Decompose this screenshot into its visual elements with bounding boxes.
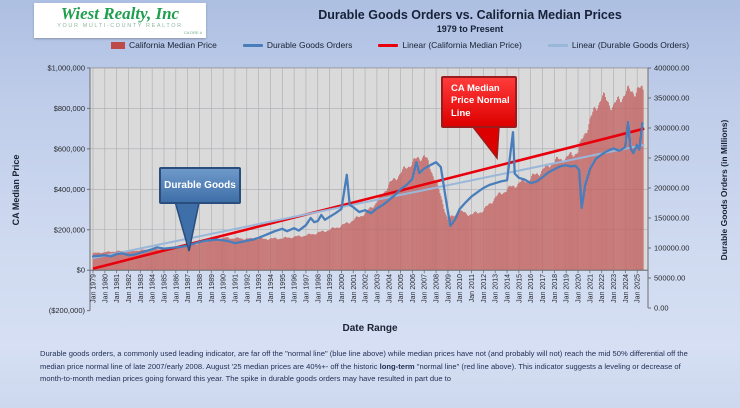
svg-text:Jan 2008: Jan 2008: [434, 274, 441, 303]
svg-text:Jan 1989: Jan 1989: [209, 274, 216, 303]
svg-text:Jan 1991: Jan 1991: [233, 274, 240, 303]
svg-text:Jan 2024: Jan 2024: [623, 274, 630, 303]
svg-text:Jan 2012: Jan 2012: [481, 274, 488, 303]
svg-text:Jan 1979: Jan 1979: [91, 274, 98, 303]
svg-text:Jan 1988: Jan 1988: [197, 274, 204, 303]
svg-text:Jan 2004: Jan 2004: [386, 274, 393, 303]
svg-text:300000.00: 300000.00: [654, 124, 689, 133]
footer-text-1: Durable goods orders, a commonly used le…: [40, 349, 688, 371]
svg-text:Jan 1994: Jan 1994: [268, 274, 275, 303]
svg-text:Jan 2014: Jan 2014: [505, 274, 512, 303]
svg-text:Jan 2025: Jan 2025: [635, 274, 642, 303]
svg-text:Jan 2021: Jan 2021: [587, 274, 594, 303]
svg-text:Jan 2023: Jan 2023: [611, 274, 618, 303]
svg-text:Jan 1995: Jan 1995: [280, 274, 287, 303]
svg-text:Jan 1986: Jan 1986: [173, 274, 180, 303]
callout-ca-median-normal-line: CA Median Price Normal Line: [441, 76, 517, 128]
svg-text:100000.00: 100000.00: [654, 244, 689, 253]
svg-text:Jan 1998: Jan 1998: [315, 274, 322, 303]
legend-item-linear-ca: Linear (California Median Price): [378, 40, 522, 50]
legend-label: Linear (California Median Price): [402, 40, 522, 50]
legend-item-durable-goods: Durable Goods Orders: [242, 40, 353, 50]
svg-text:$0: $0: [77, 266, 85, 275]
svg-text:400000.00: 400000.00: [654, 64, 689, 73]
svg-text:Jan 1990: Jan 1990: [221, 274, 228, 303]
svg-text:Jan 1992: Jan 1992: [244, 274, 251, 303]
svg-text:$200,000: $200,000: [54, 225, 85, 234]
red-bar-swatch-icon: [110, 41, 125, 49]
legend-label: California Median Price: [128, 40, 217, 50]
svg-text:Jan 2005: Jan 2005: [398, 274, 405, 303]
svg-text:($200,000): ($200,000): [49, 306, 86, 315]
legend-item-ca-median-price: California Median Price: [110, 40, 217, 50]
legend-item-linear-durable: Linear (Durable Goods Orders): [547, 40, 690, 50]
svg-text:Jan 1996: Jan 1996: [292, 274, 299, 303]
svg-text:Jan 1980: Jan 1980: [102, 274, 109, 303]
svg-text:Jan 2001: Jan 2001: [351, 274, 358, 303]
svg-text:$1,000,000: $1,000,000: [47, 63, 85, 72]
svg-text:Jan 1993: Jan 1993: [256, 274, 263, 303]
blue-line-swatch-icon: [242, 43, 263, 47]
svg-text:Jan 2000: Jan 2000: [339, 274, 346, 303]
company-name: Wiest Realty, Inc: [60, 4, 180, 23]
svg-text:Jan 2007: Jan 2007: [422, 274, 429, 303]
legend-label: Durable Goods Orders: [266, 40, 353, 50]
svg-text:Jan 2016: Jan 2016: [528, 274, 535, 303]
svg-text:0.00: 0.00: [654, 304, 669, 313]
chart-legend: California Median Price Durable Goods Or…: [70, 40, 730, 50]
red-line-swatch-icon: [378, 43, 399, 47]
footer-commentary: Durable goods orders, a commonly used le…: [40, 348, 704, 386]
company-logo: Wiest Realty, Inc YOUR MULTI-COUNTY REAL…: [34, 3, 206, 38]
svg-text:350000.00: 350000.00: [654, 94, 689, 103]
lightblue-line-swatch-icon: [547, 43, 568, 47]
footer-text-bold: long-term: [379, 361, 415, 371]
company-license: CA DRE #: [183, 30, 202, 35]
chart-title: Durable Goods Orders vs. California Medi…: [318, 8, 622, 22]
svg-text:Jan 2011: Jan 2011: [469, 274, 476, 302]
svg-text:Jan 2003: Jan 2003: [374, 274, 381, 303]
svg-text:Jan 2015: Jan 2015: [516, 274, 523, 303]
svg-text:Jan 2017: Jan 2017: [540, 274, 547, 303]
svg-text:$400,000: $400,000: [54, 185, 85, 194]
svg-text:Jan 2013: Jan 2013: [493, 274, 500, 303]
svg-text:Jan 2009: Jan 2009: [445, 274, 452, 303]
chart-plot-area: $1,000,000 $800,000 $600,000 $400,000 $200,0…: [47, 63, 689, 315]
company-tagline: YOUR MULTI-COUNTY REALTOR: [57, 23, 183, 29]
svg-text:Jan 2018: Jan 2018: [552, 274, 559, 303]
svg-text:150000.00: 150000.00: [654, 214, 689, 223]
svg-text:Jan 1985: Jan 1985: [162, 274, 169, 303]
x-axis-title: Date Range: [342, 323, 398, 334]
svg-text:Jan 2020: Jan 2020: [576, 274, 583, 303]
svg-text:Jan 1997: Jan 1997: [303, 274, 310, 303]
chart-subtitle: 1979 to Present: [436, 24, 504, 34]
svg-text:Jan 2019: Jan 2019: [564, 274, 571, 303]
svg-text:Jan 1984: Jan 1984: [150, 274, 157, 303]
svg-text:50000.00: 50000.00: [654, 274, 685, 283]
svg-text:Jan 1987: Jan 1987: [185, 274, 192, 303]
right-axis-title: Durable Goods Orders (in Millions): [719, 119, 729, 261]
svg-text:Jan 2010: Jan 2010: [457, 274, 464, 303]
svg-text:Jan 1982: Jan 1982: [126, 274, 133, 303]
svg-text:250000.00: 250000.00: [654, 154, 689, 163]
footer-text-2: "normal line" (red line above). This ind…: [40, 361, 681, 384]
legend-label: Linear (Durable Goods Orders): [571, 40, 690, 50]
svg-text:200000.00: 200000.00: [654, 184, 689, 193]
callout-durable-goods: Durable Goods: [159, 167, 241, 204]
left-axis-title: CA Median Price: [11, 154, 21, 226]
svg-text:Jan 2022: Jan 2022: [599, 274, 606, 303]
svg-text:Jan 1983: Jan 1983: [138, 274, 145, 303]
svg-text:$800,000: $800,000: [54, 104, 85, 113]
svg-text:$600,000: $600,000: [54, 144, 85, 153]
chart-title-block: Durable Goods Orders vs. California Medi…: [240, 8, 700, 34]
svg-text:Jan 1999: Jan 1999: [327, 274, 334, 303]
svg-text:Jan 1981: Jan 1981: [114, 274, 121, 303]
svg-text:Jan 2006: Jan 2006: [410, 274, 417, 303]
svg-text:Jan 2002: Jan 2002: [363, 274, 370, 303]
